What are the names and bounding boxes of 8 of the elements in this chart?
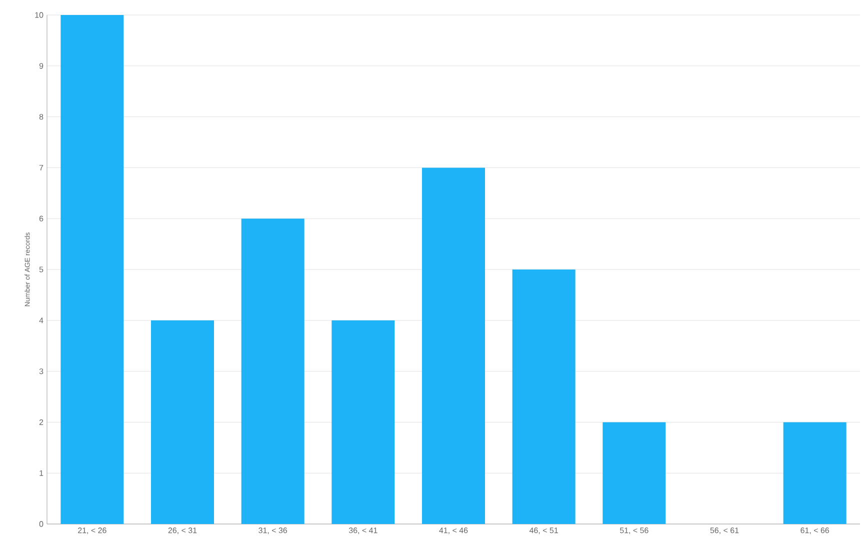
bar xyxy=(60,14,124,524)
bar xyxy=(151,320,214,524)
bar xyxy=(512,269,576,524)
bar xyxy=(602,422,666,524)
bar xyxy=(422,168,485,524)
bar xyxy=(783,422,846,524)
bar xyxy=(241,218,304,524)
bar xyxy=(332,320,395,524)
